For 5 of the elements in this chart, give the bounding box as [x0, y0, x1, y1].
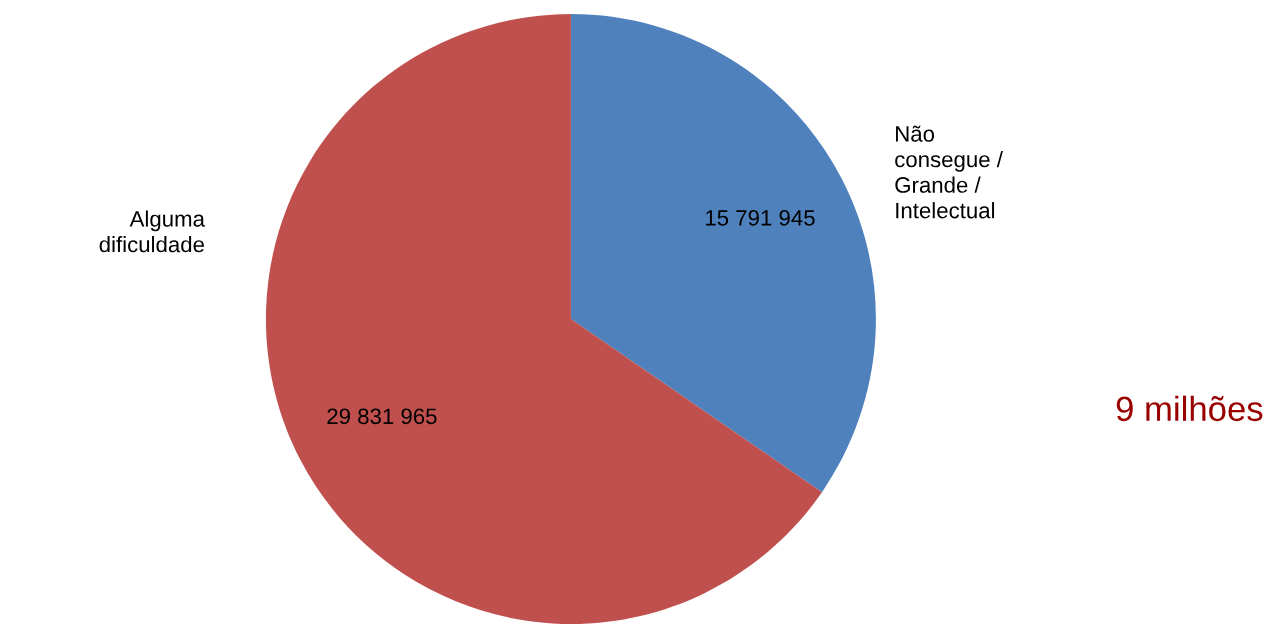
data-label: 29 831 965	[327, 408, 437, 425]
text: 9 milhões	[1116, 395, 1263, 422]
slice-label: Não consegue / Grande / Intelectual	[895, 125, 1003, 219]
slice-label: Alguma dificuldade	[99, 210, 205, 253]
data-label: 15 791 945	[706, 209, 815, 226]
